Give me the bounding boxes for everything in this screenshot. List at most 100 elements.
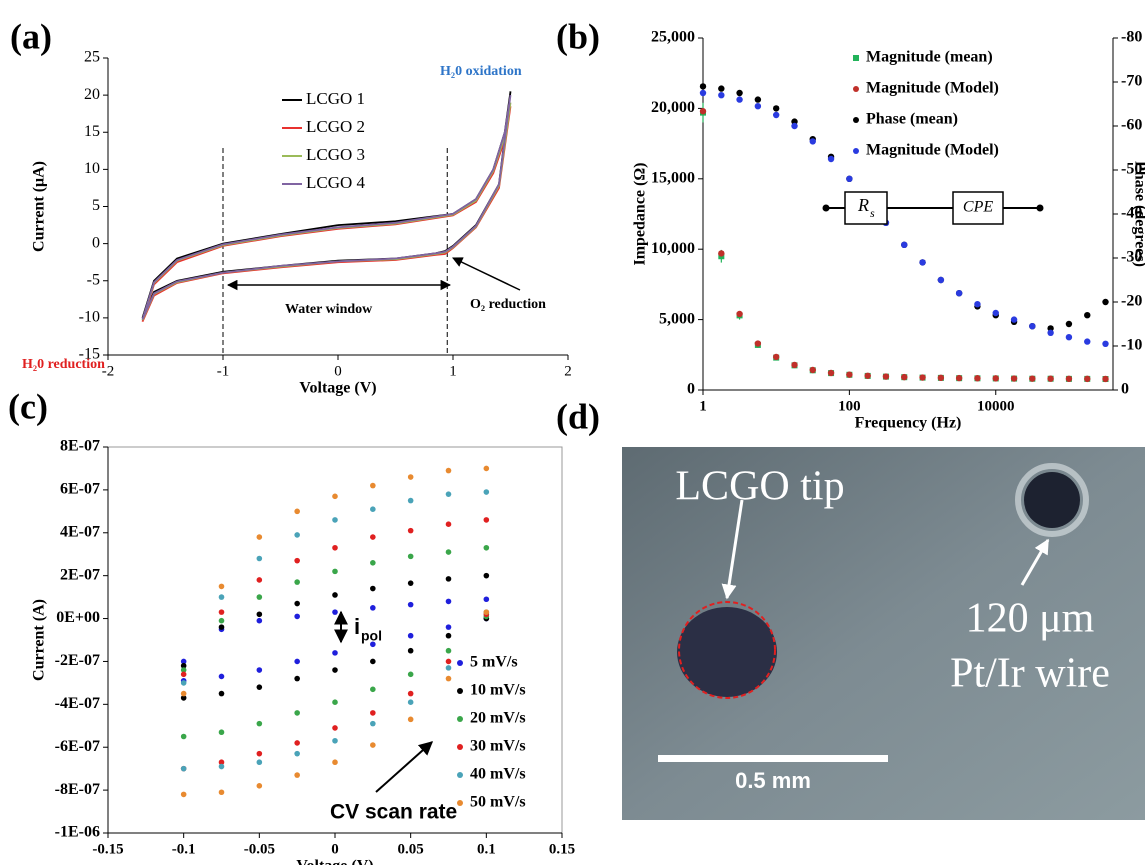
- data-point: [408, 648, 414, 654]
- x-tick-label: 0.05: [398, 841, 424, 857]
- y-tick-label: -1E-06: [55, 824, 100, 841]
- data-point: [773, 354, 779, 360]
- data-point: [332, 517, 338, 523]
- data-point: [408, 691, 414, 697]
- scale-label: 0.5 mm: [735, 768, 811, 793]
- data-point: [446, 549, 452, 555]
- data-point: [294, 601, 300, 607]
- x-tick-label: 0.1: [477, 841, 496, 857]
- data-point: [408, 602, 414, 608]
- y-tick-label: 10,000: [651, 240, 695, 257]
- y-tick-label: 15: [84, 123, 100, 140]
- data-point: [294, 509, 300, 515]
- data-point: [332, 699, 338, 705]
- x-tick-label: 10000: [977, 398, 1015, 414]
- data-point: [791, 362, 797, 368]
- arrow: [453, 258, 520, 290]
- data-point: [446, 491, 452, 497]
- data-point: [956, 375, 962, 381]
- data-point: [370, 721, 376, 727]
- y2-axis-label: Phase (degrees): [1131, 161, 1145, 267]
- data-point: [370, 710, 376, 716]
- data-point: [718, 92, 724, 98]
- y-tick-label: 0: [687, 381, 695, 398]
- y-tick-label: 8E-07: [60, 438, 100, 455]
- data-point: [408, 474, 414, 480]
- circuit-label: R: [857, 195, 869, 215]
- y-tick-label: 5,000: [659, 310, 695, 327]
- data-point: [332, 725, 338, 731]
- data-point: [718, 85, 724, 91]
- data-point: [446, 576, 452, 582]
- x-tick-label: 2: [564, 363, 572, 379]
- annotation: Water window: [285, 302, 373, 317]
- y-tick-label: -8E-07: [55, 781, 100, 798]
- data-point: [736, 96, 742, 102]
- legend-label: Magnitude (mean): [866, 49, 993, 66]
- photo-panel: LCGO tip 120 μm Pt/Ir wire 0.5 mm (d): [556, 396, 1145, 820]
- circuit-node: [823, 205, 830, 212]
- panel-label: (b): [556, 16, 600, 56]
- legend-label: Magnitude (Model): [866, 80, 999, 97]
- data-point: [446, 521, 452, 527]
- data-point: [181, 734, 187, 740]
- legend-label: 5 mV/s: [470, 654, 518, 671]
- data-point: [446, 676, 452, 682]
- x-tick-label: 100: [838, 398, 861, 414]
- y-tick-label: 25: [84, 49, 100, 66]
- data-point: [332, 667, 338, 673]
- circuit-label: s: [870, 206, 875, 220]
- chart-panel: (b)11001000005,00010,00015,00020,00025,0…: [556, 16, 1145, 431]
- y-axis-label: Current (A): [31, 599, 48, 681]
- data-point: [1066, 321, 1072, 327]
- data-point: [370, 483, 376, 489]
- data-point: [810, 138, 816, 144]
- data-point: [332, 738, 338, 744]
- legend-label: 50 mV/s: [470, 794, 526, 811]
- legend-swatch: [457, 660, 463, 666]
- photo-label: Pt/Ir wire: [950, 651, 1110, 697]
- y-axis-label: Current (μA): [31, 161, 48, 252]
- data-point: [181, 792, 187, 798]
- y-tick-label: 4E-07: [60, 523, 100, 540]
- x-tick-label: 0: [331, 841, 339, 857]
- data-point: [294, 579, 300, 585]
- data-point: [484, 596, 490, 602]
- data-point: [332, 650, 338, 656]
- data-point: [294, 751, 300, 757]
- data-point: [1084, 376, 1090, 382]
- data-point: [257, 783, 263, 789]
- data-point: [901, 242, 907, 248]
- data-point: [294, 676, 300, 682]
- annotation: CV scan rate: [330, 801, 457, 824]
- data-point: [755, 340, 761, 346]
- y2-tick-label: -60: [1121, 117, 1142, 134]
- data-point: [257, 721, 263, 727]
- legend-swatch: [853, 55, 859, 61]
- x-tick-label: -0.1: [172, 841, 196, 857]
- data-point: [1102, 341, 1108, 347]
- data-point: [408, 580, 414, 586]
- data-point: [736, 90, 742, 96]
- legend-label: LCGO 2: [306, 117, 365, 136]
- data-point: [484, 517, 490, 523]
- circuit-label: CPE: [963, 199, 993, 216]
- data-point: [700, 108, 706, 114]
- y-tick-label: -5: [87, 271, 100, 288]
- data-point: [446, 665, 452, 671]
- legend-label: 10 mV/s: [470, 682, 526, 699]
- data-point: [408, 554, 414, 560]
- photo-label: LCGO tip: [675, 464, 844, 510]
- legend-swatch: [853, 86, 859, 92]
- legend-swatch: [457, 716, 463, 722]
- x-tick-label: 0: [334, 363, 342, 379]
- data-point: [408, 717, 414, 723]
- legend-swatch: [457, 688, 463, 694]
- data-point: [1066, 376, 1072, 382]
- legend-label: LCGO 4: [306, 173, 366, 192]
- y-tick-label: 20: [84, 86, 100, 103]
- y-tick-label: -10: [79, 309, 100, 326]
- x-tick-label: 1: [699, 398, 707, 414]
- x-tick-label: -1: [217, 363, 230, 379]
